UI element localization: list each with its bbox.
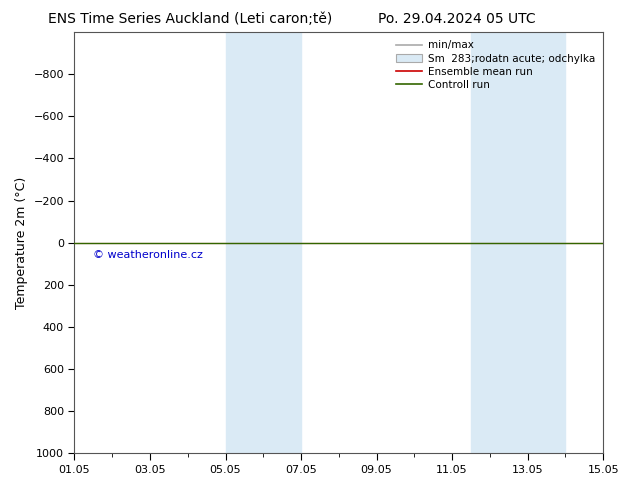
Text: Po. 29.04.2024 05 UTC: Po. 29.04.2024 05 UTC <box>378 12 535 26</box>
Bar <box>226 32 301 453</box>
Text: © weatheronline.cz: © weatheronline.cz <box>93 250 204 260</box>
Text: ENS Time Series Auckland (Leti caron;tě): ENS Time Series Auckland (Leti caron;tě) <box>48 12 332 26</box>
Y-axis label: Temperature 2m (°C): Temperature 2m (°C) <box>15 176 28 309</box>
Legend: min/max, Sm  283;rodatn acute; odchylka, Ensemble mean run, Controll run: min/max, Sm 283;rodatn acute; odchylka, … <box>393 37 598 93</box>
Bar <box>471 32 566 453</box>
